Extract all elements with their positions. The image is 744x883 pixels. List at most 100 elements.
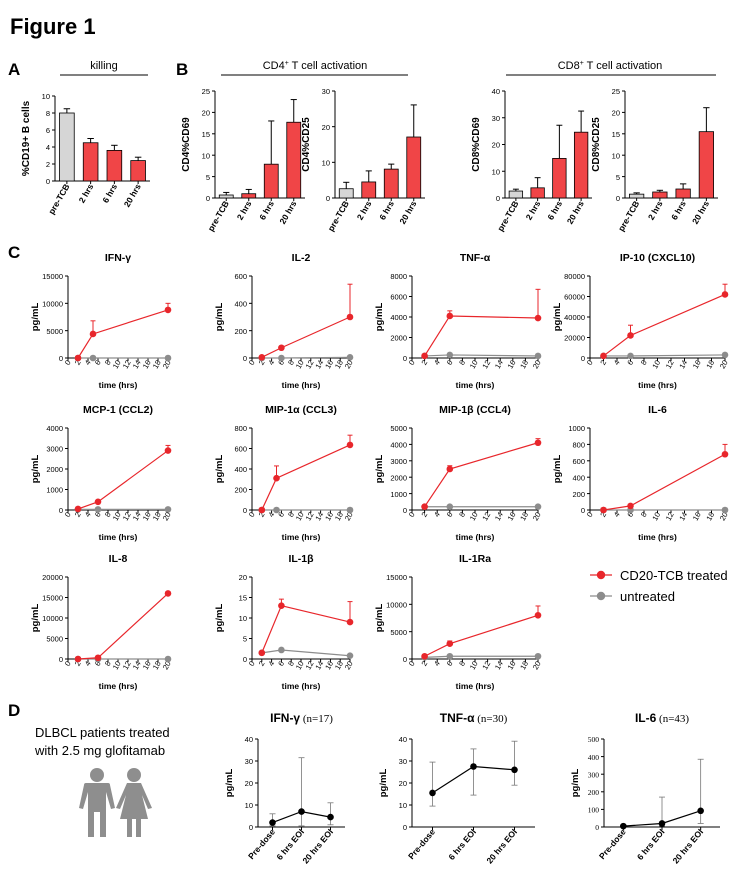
y-tick-label: 10 — [245, 801, 253, 810]
x-tick-label: 0 — [247, 660, 257, 668]
chart-cd8-cd69: 0 10 20 30 40 pre-TCB 2 hrs 6 hrs 20 hrs CD8%CD69 — [471, 87, 592, 233]
y-tick-label: 200 — [572, 490, 585, 499]
data-point-untreated — [273, 506, 280, 514]
y-tick-label: 8000 — [390, 272, 407, 281]
x-tick-label: 6 — [276, 359, 286, 367]
chart-title: MCP-1 (CCL2) — [83, 404, 153, 416]
y-tick-label: 30 — [245, 757, 253, 766]
bar — [130, 160, 146, 182]
chart-title: IL-1β — [288, 553, 314, 565]
x-tick-label: 18 — [518, 660, 530, 672]
data-point-treated — [627, 332, 634, 339]
bar — [675, 188, 691, 199]
chart-title: IFN-γ — [105, 252, 131, 264]
x-tick-label: 6 hrs — [377, 199, 396, 222]
data-point-untreated — [627, 352, 634, 360]
y-tick-label: 0 — [46, 177, 50, 186]
x-tick-label: 8 — [103, 359, 113, 367]
x-tick-label: 20 hrs EOI — [300, 827, 335, 866]
x-tick-label: 12 — [664, 359, 676, 371]
data-point-untreated — [89, 354, 97, 362]
x-tick-label: 10 — [111, 359, 123, 371]
data-point-treated — [721, 450, 729, 458]
data-point-untreated — [164, 655, 172, 663]
series-line-treated — [77, 592, 169, 660]
chart-title-main: TNF-α — [440, 711, 475, 725]
y-tick-label: 20 — [245, 779, 253, 788]
x-tick-label: 20 — [531, 511, 543, 523]
x-tick-label: Pre-dose — [597, 827, 628, 862]
male-body — [79, 783, 115, 837]
x-tick-label: 18 — [333, 660, 345, 672]
y-axis-label: pg/mL — [30, 303, 41, 332]
x-axis-label: time (hrs) — [456, 532, 495, 542]
data-point-treated — [164, 306, 172, 314]
chart-title: IL-8 — [109, 553, 128, 565]
x-tick-label: 4 — [266, 660, 276, 668]
y-tick-label: 10 — [322, 159, 330, 168]
x-tick-label: 0 — [247, 511, 257, 519]
x-axis-label: time (hrs) — [282, 681, 321, 691]
x-tick-label: 6 hrs EOI — [635, 827, 667, 862]
data-point-treated — [74, 354, 82, 362]
y-tick-label: 0 — [326, 194, 330, 203]
data-point — [470, 763, 477, 770]
data-point-untreated — [346, 354, 354, 361]
y-tick-label: 0 — [403, 655, 407, 664]
y-tick-label: 10 — [202, 151, 210, 160]
chart-title: TNF-α — [460, 252, 491, 264]
x-tick-label: 16 — [323, 511, 335, 523]
series-line-treated — [424, 614, 539, 657]
x-tick-label: 2 — [73, 511, 83, 519]
y-tick-label: 200 — [588, 788, 600, 797]
bar — [338, 188, 354, 199]
y-tick-label: 4000 — [46, 424, 63, 433]
y-tick-label: 600 — [234, 445, 247, 454]
bar — [106, 149, 123, 182]
y-tick-label: 5 — [616, 173, 620, 182]
y-tick-label: 0 — [59, 354, 63, 363]
data-point-treated — [446, 640, 454, 647]
x-tick-label: 18 — [704, 511, 716, 523]
x-tick-label: pre-TCB — [206, 199, 231, 233]
y-axis-label: CD4%CD69 — [181, 117, 192, 172]
x-axis-label: time (hrs) — [456, 380, 495, 390]
y-tick-label: 10000 — [386, 601, 407, 610]
y-tick-label: 2000 — [390, 334, 407, 343]
y-tick-label: 400 — [588, 753, 600, 762]
series-line-treated — [261, 316, 351, 358]
y-tick-label: 25 — [612, 87, 620, 96]
bar — [286, 121, 302, 199]
bar — [698, 131, 714, 199]
y-tick-label: 0 — [243, 506, 247, 515]
x-axis-label: time (hrs) — [456, 681, 495, 691]
y-tick-label: 0 — [59, 506, 63, 515]
data-point-untreated — [534, 652, 542, 660]
x-tick-label: 20 — [343, 511, 355, 523]
y-tick-label: 800 — [234, 424, 247, 433]
y-axis-label: pg/mL — [570, 769, 581, 798]
x-tick-label: 8 — [457, 660, 467, 668]
y-tick-label: 20 — [492, 141, 500, 150]
x-tick-label: 14 — [131, 660, 143, 672]
patients-text-line2: with 2.5 mg glofitamab — [34, 743, 165, 758]
x-tick-label: 6 — [93, 511, 103, 519]
x-axis-label: time (hrs) — [282, 532, 321, 542]
x-tick-label: 20 — [718, 359, 730, 371]
cd4-group-label: CD4+ T cell activation — [263, 60, 368, 72]
y-tick-label: 15000 — [42, 272, 63, 281]
y-tick-label: 0 — [249, 823, 253, 832]
x-tick-label: 2 — [73, 359, 83, 367]
x-tick-label: 12 — [121, 660, 133, 672]
data-point-treated — [627, 502, 634, 510]
y-tick-label: 5000 — [46, 327, 63, 336]
chart-title-n: (n=43) — [656, 713, 689, 725]
x-axis-label: time (hrs) — [638, 532, 677, 542]
data-point-treated — [421, 652, 428, 660]
y-tick-label: 500 — [588, 735, 600, 744]
data-point-treated — [278, 602, 285, 609]
y-axis-label: pg/mL — [30, 604, 41, 633]
